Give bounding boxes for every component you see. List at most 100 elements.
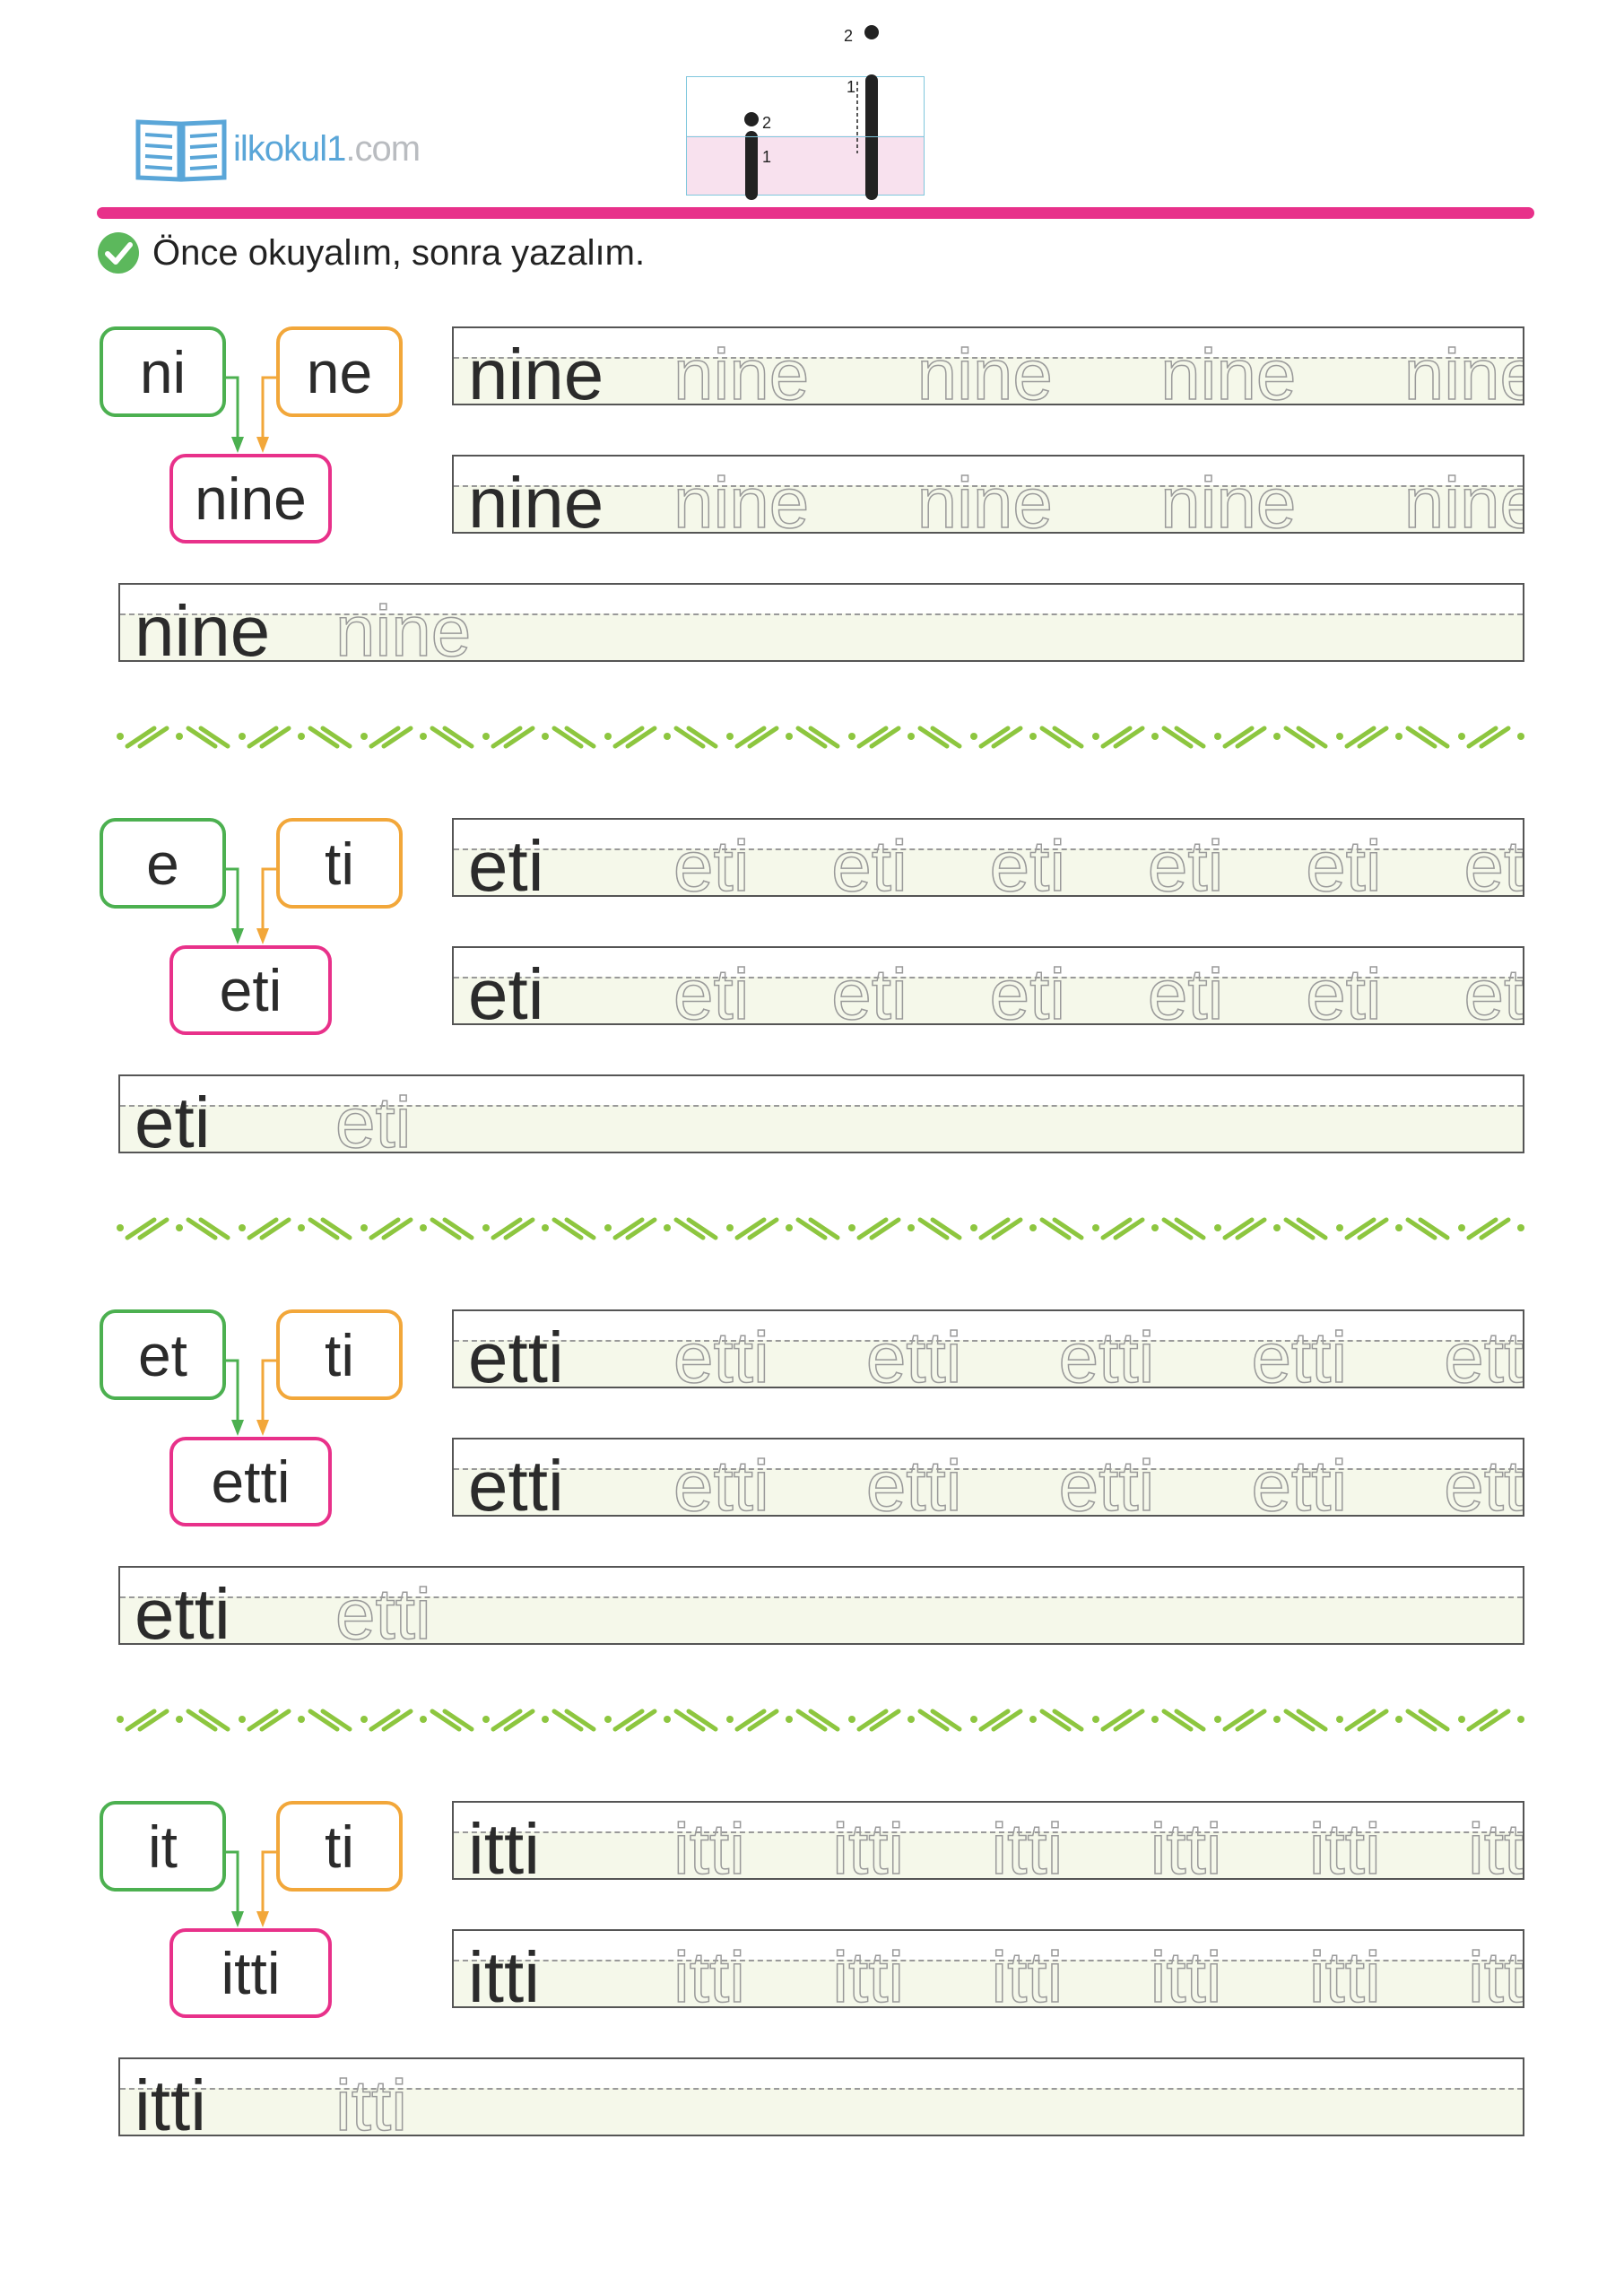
model-word: eti bbox=[135, 1083, 211, 1153]
syllable-box-1: it bbox=[100, 1801, 226, 1892]
writing-row[interactable]: nine nine nine nine nine bbox=[452, 455, 1524, 534]
writing-row[interactable]: itti itti itti itti itti itti itti bbox=[452, 1801, 1524, 1880]
syllable-box-2: ti bbox=[276, 1801, 403, 1892]
trace-words: nine nine nine nine bbox=[673, 334, 1523, 405]
trace-word: eti bbox=[673, 825, 750, 897]
trace-word: etti bbox=[673, 1445, 769, 1517]
word-box: itti bbox=[169, 1928, 332, 2018]
model-word: nine bbox=[468, 463, 604, 534]
decorative-divider bbox=[117, 726, 1524, 749]
trace-words: itti itti itti itti itti itti bbox=[673, 1808, 1524, 1880]
trace-word: itti bbox=[1150, 1808, 1223, 1880]
model-word: itti bbox=[468, 1937, 540, 2008]
writing-row[interactable]: eti eti bbox=[118, 1074, 1524, 1153]
writing-row[interactable]: eti eti eti eti eti eti eti bbox=[452, 818, 1524, 897]
trace-words: itti bbox=[334, 2065, 515, 2135]
word-box: etti bbox=[169, 1437, 332, 1526]
trace-word: eti bbox=[1463, 953, 1524, 1025]
trace-word: itti bbox=[673, 1936, 746, 2008]
syllable-box-2: ti bbox=[276, 1309, 403, 1400]
trace-word: itti bbox=[673, 1808, 746, 1880]
model-word: nine bbox=[135, 591, 271, 662]
svg-text:1: 1 bbox=[762, 148, 771, 166]
trace-word: nine bbox=[1403, 334, 1523, 405]
trace-word: etti bbox=[865, 1317, 962, 1388]
model-word: etti bbox=[135, 1574, 230, 1645]
trace-word: itti bbox=[991, 1808, 1064, 1880]
trace-word: itti bbox=[1150, 1936, 1223, 2008]
decorative-divider bbox=[117, 1709, 1524, 1732]
trace-word: nine bbox=[916, 462, 1054, 534]
trace-word: etti bbox=[1444, 1445, 1524, 1517]
trace-word: etti bbox=[1251, 1445, 1348, 1517]
syllable-box-2: ti bbox=[276, 818, 403, 909]
merge-arrows bbox=[226, 1850, 276, 1927]
trace-word: eti bbox=[989, 953, 1066, 1025]
trace-word: nine bbox=[1159, 462, 1297, 534]
model-word: itti bbox=[135, 2066, 206, 2136]
open-book-icon bbox=[135, 119, 227, 182]
trace-word: etti bbox=[1058, 1317, 1155, 1388]
trace-word: itti bbox=[1308, 1808, 1382, 1880]
trace-word: etti bbox=[673, 1317, 769, 1388]
writing-row[interactable]: etti etti bbox=[118, 1566, 1524, 1645]
writing-row[interactable]: eti eti eti eti eti eti eti bbox=[452, 946, 1524, 1025]
trace-word: nine bbox=[916, 334, 1054, 405]
trace-words: etti etti etti etti etti bbox=[673, 1317, 1523, 1388]
trace-words: eti eti eti eti eti eti bbox=[673, 825, 1524, 897]
trace-word: eti bbox=[1147, 825, 1224, 897]
syllable-box-2: ne bbox=[276, 326, 403, 417]
trace-words: itti itti itti itti itti itti bbox=[673, 1936, 1524, 2008]
model-word: nine bbox=[468, 335, 604, 405]
trace-word: nine bbox=[334, 590, 472, 662]
letter-i-strokes: 2 1 2 1 bbox=[744, 25, 879, 200]
trace-word: itti bbox=[1467, 1808, 1524, 1880]
trace-word: itti bbox=[991, 1936, 1064, 2008]
merge-arrows bbox=[226, 867, 276, 944]
trace-word: eti bbox=[989, 825, 1066, 897]
site-logo: ilkokul1.com bbox=[135, 115, 421, 183]
trace-word: eti bbox=[1463, 825, 1524, 897]
trace-words: eti eti eti eti eti eti bbox=[673, 953, 1524, 1025]
trace-word: itti bbox=[1308, 1936, 1382, 2008]
merge-arrows bbox=[226, 1359, 276, 1436]
syllable-box-1: e bbox=[100, 818, 226, 909]
writing-row[interactable]: nine nine bbox=[118, 583, 1524, 662]
header-divider bbox=[97, 207, 1534, 219]
model-word: eti bbox=[468, 826, 544, 897]
trace-words: etti etti etti etti etti bbox=[673, 1445, 1524, 1517]
word-box: nine bbox=[169, 454, 332, 544]
writing-row[interactable]: nine nine nine nine nine bbox=[452, 326, 1524, 405]
model-word: eti bbox=[468, 954, 544, 1025]
trace-word: nine bbox=[1159, 334, 1297, 405]
trace-words: nine bbox=[334, 590, 515, 662]
trace-word: eti bbox=[673, 953, 750, 1025]
trace-word: itti bbox=[1467, 1936, 1524, 2008]
syllable-box-1: et bbox=[100, 1309, 226, 1400]
svg-text:2: 2 bbox=[844, 27, 853, 45]
check-circle-icon bbox=[98, 232, 139, 274]
trace-words: eti bbox=[334, 1082, 515, 1152]
trace-word: etti bbox=[1058, 1445, 1155, 1517]
trace-word: nine bbox=[673, 334, 810, 405]
writing-row[interactable]: etti etti etti etti etti etti bbox=[452, 1309, 1524, 1388]
trace-word: nine bbox=[1403, 462, 1523, 534]
trace-word: eti bbox=[831, 825, 908, 897]
trace-word: etti bbox=[1251, 1317, 1348, 1388]
svg-text:2: 2 bbox=[762, 114, 771, 132]
model-word: itti bbox=[468, 1809, 540, 1880]
word-box: eti bbox=[169, 945, 332, 1035]
writing-row[interactable]: itti itti bbox=[118, 2057, 1524, 2136]
instruction: Önce okuyalım, sonra yazalım. bbox=[97, 231, 645, 274]
merge-arrows bbox=[226, 376, 276, 453]
trace-word: itti bbox=[831, 1936, 905, 2008]
syllable-box-1: ni bbox=[100, 326, 226, 417]
trace-word: itti bbox=[831, 1808, 905, 1880]
decorative-divider bbox=[117, 1217, 1524, 1240]
trace-word: eti bbox=[1305, 825, 1382, 897]
writing-row[interactable]: itti itti itti itti itti itti itti bbox=[452, 1929, 1524, 2008]
logo-text: ilkokul1.com bbox=[233, 128, 421, 169]
model-word: etti bbox=[468, 1446, 564, 1517]
instruction-text: Önce okuyalım, sonra yazalım. bbox=[152, 232, 646, 273]
writing-row[interactable]: etti etti etti etti etti etti bbox=[452, 1438, 1524, 1517]
